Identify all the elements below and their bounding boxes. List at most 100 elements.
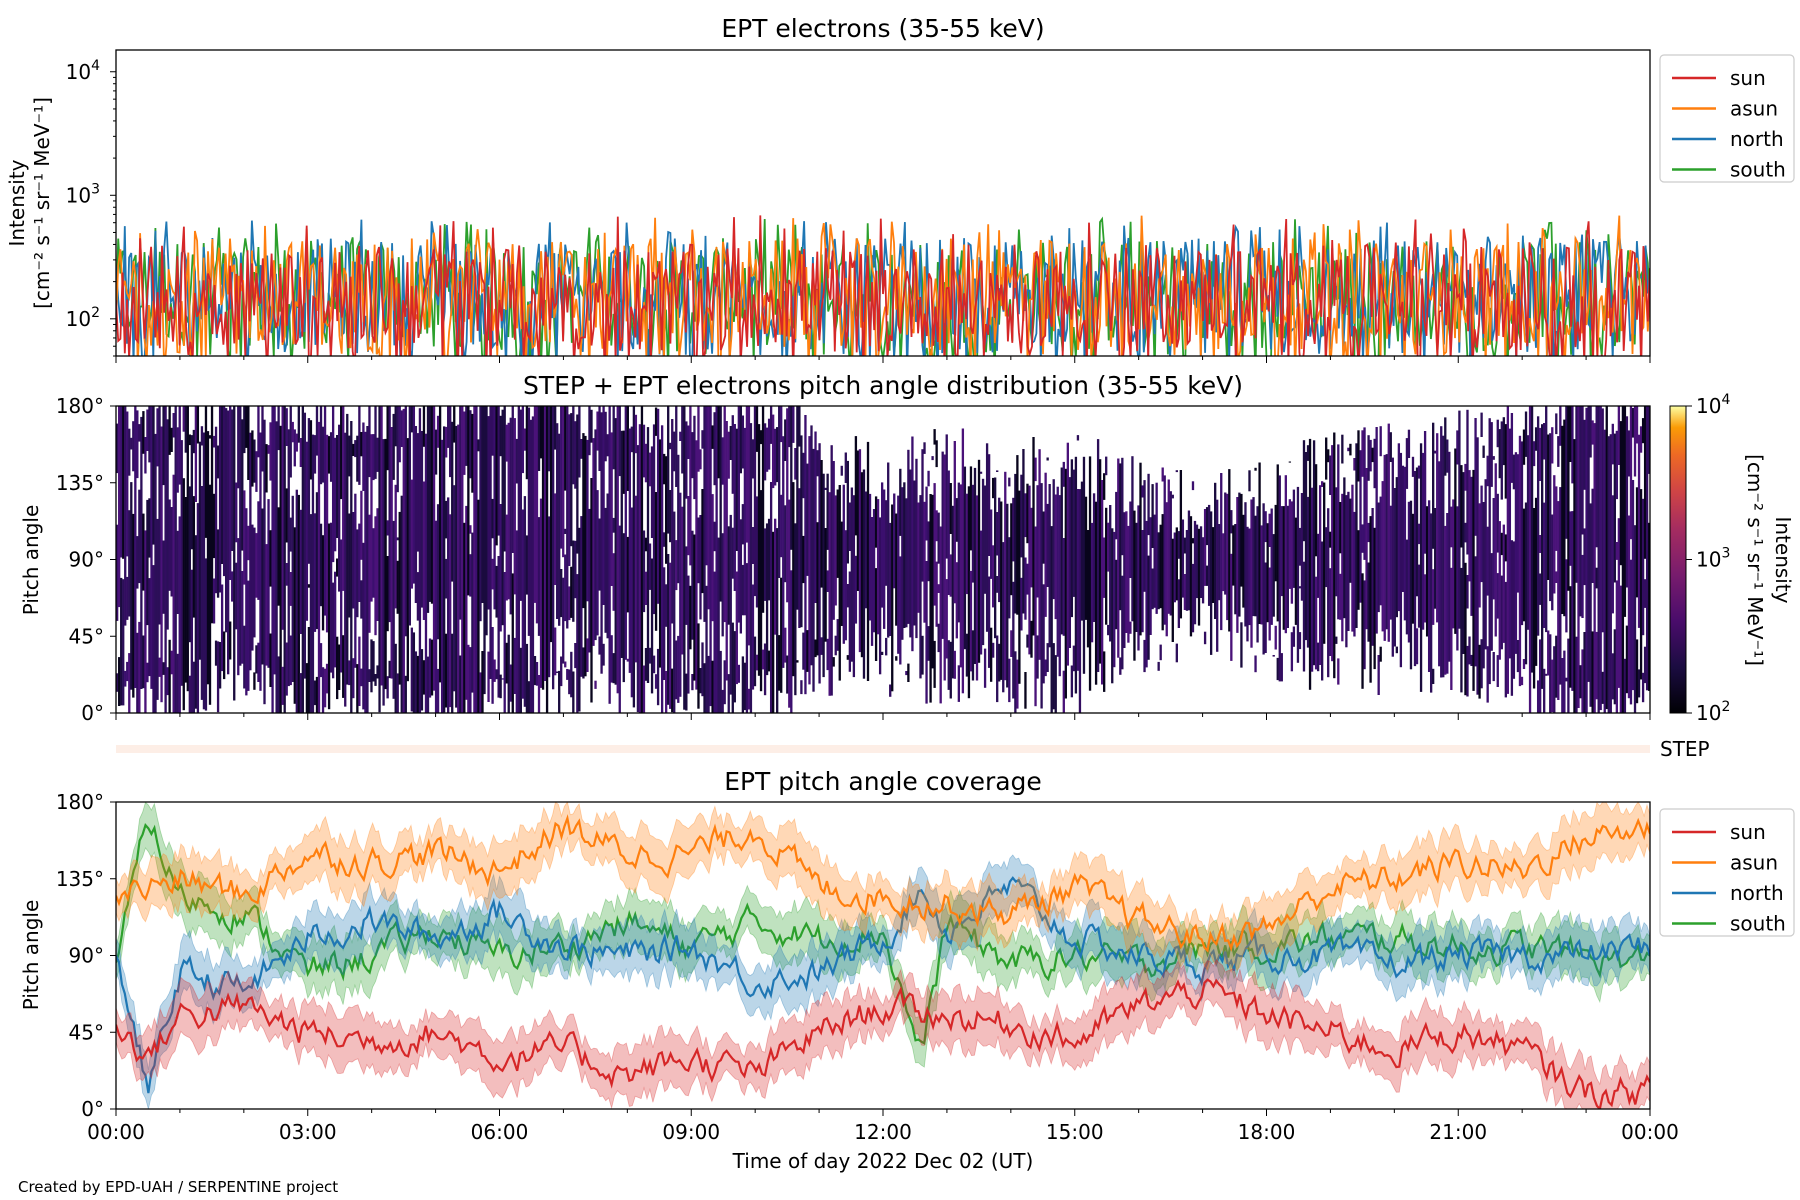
heatmap-cell [1466,409,1469,555]
heatmap-cell [392,520,395,699]
heatmap-cell [132,513,135,698]
heatmap-cell [1385,454,1388,630]
heatmap-cell [253,439,256,483]
heatmap-cell [681,406,684,474]
heatmap-cell [1155,482,1158,614]
heatmap-cell [1151,568,1154,610]
heatmap-cell [1524,411,1528,457]
heatmap-cell [170,650,173,675]
heatmap-cell [396,673,399,713]
heatmap-cell [285,408,288,446]
heatmap-cell [919,495,922,679]
heatmap-cell [459,406,462,620]
heatmap-cell [798,488,801,628]
heatmap-cell [436,668,440,713]
heatmap-cell [372,434,375,481]
heatmap-cell [1321,481,1324,487]
heatmap-cell [1337,444,1340,620]
heatmap-cell [374,516,377,636]
heatmap-cell [297,406,300,443]
heatmap-cell [1555,486,1558,551]
heatmap-cell [1062,670,1065,713]
series-sun-line [116,978,1650,1109]
heatmap-cell [194,535,198,709]
heatmap-cell [1637,669,1641,698]
heatmap-cell [792,482,795,677]
heatmap-cell [336,636,339,700]
heatmap-cell [1337,658,1340,685]
heatmap-cell [445,633,448,708]
heatmap-cell [1591,420,1594,445]
heatmap-cell [800,435,803,628]
heatmap-cell [313,435,317,474]
heatmap-cell [336,435,339,538]
heatmap-cell [1191,563,1195,633]
heatmap-cell [1254,467,1257,471]
heatmap-cell [822,473,825,678]
heatmap-cell [1020,577,1023,631]
heatmap-cell [883,489,886,629]
heatmap-cell [862,469,866,679]
heatmap-cell [767,518,771,601]
heatmap-cell [876,499,880,635]
heatmap-cell [333,571,337,668]
heatmap-cell [394,406,397,447]
heatmap-cell [1498,521,1501,660]
heatmap-cell [222,406,226,577]
heatmap-cell [1641,498,1645,636]
heatmap-cell [965,493,969,595]
heatmap-cell [386,520,389,536]
heatmap-cell [1534,427,1538,451]
heatmap-cell [1222,533,1225,592]
heatmap-cell [1012,581,1015,699]
heatmap-cell [864,491,868,609]
heatmap-cell [699,515,702,620]
heatmap-cell [727,674,730,713]
heatmap-cell [1209,511,1213,655]
heatmap-cell [1046,643,1049,672]
heatmap-cell [442,426,446,713]
xtick-label: 09:00 [662,1120,720,1144]
heatmap-cell [1119,463,1122,611]
heatmap-cell [491,406,494,456]
heatmap-cell [991,477,995,499]
heatmap-cell [124,406,127,626]
heatmap-cell [824,487,827,490]
heatmap-cell [604,507,607,633]
heatmap-cell [662,567,666,680]
heatmap-cell [1361,573,1364,689]
ytick-label: 102 [66,305,100,331]
heatmap-cell [222,631,226,680]
heatmap-cell [1318,485,1322,665]
heatmap-cell [1367,522,1370,543]
heatmap-cell [854,555,858,624]
heatmap-cell [1411,456,1415,477]
heatmap-cell [1567,406,1570,591]
panel2-xaxis-ticks [115,713,1651,720]
heatmap-cell [1008,477,1011,487]
heatmap-cell [771,414,775,489]
heatmap-cell [1377,502,1380,613]
heatmap-cell [275,421,278,713]
heatmap-cell [733,424,736,591]
heatmap-cell [210,406,214,624]
heatmap-cell [120,577,123,706]
heatmap-cell [983,648,987,688]
heatmap-cell [551,406,555,690]
heatmap-cell [1026,483,1029,544]
heatmap-cell [885,637,888,656]
ytick-label: 45° [69,624,104,648]
heatmap-cell [1137,505,1140,651]
heatmap-cell [939,526,942,704]
heatmap-cell [463,411,466,475]
heatmap-cell [1526,435,1530,630]
colorbar-tick-label: 102 [1696,699,1730,725]
heatmap-cell [836,619,839,651]
heatmap-cell [1325,437,1328,480]
panel3-ylabel: Pitch angle [19,900,43,1011]
heatmap-cell [751,527,755,564]
heatmap-cell [574,540,577,599]
heatmap-cell [747,688,751,710]
heatmap-cell [1153,514,1156,608]
heatmap-cell [560,656,563,687]
